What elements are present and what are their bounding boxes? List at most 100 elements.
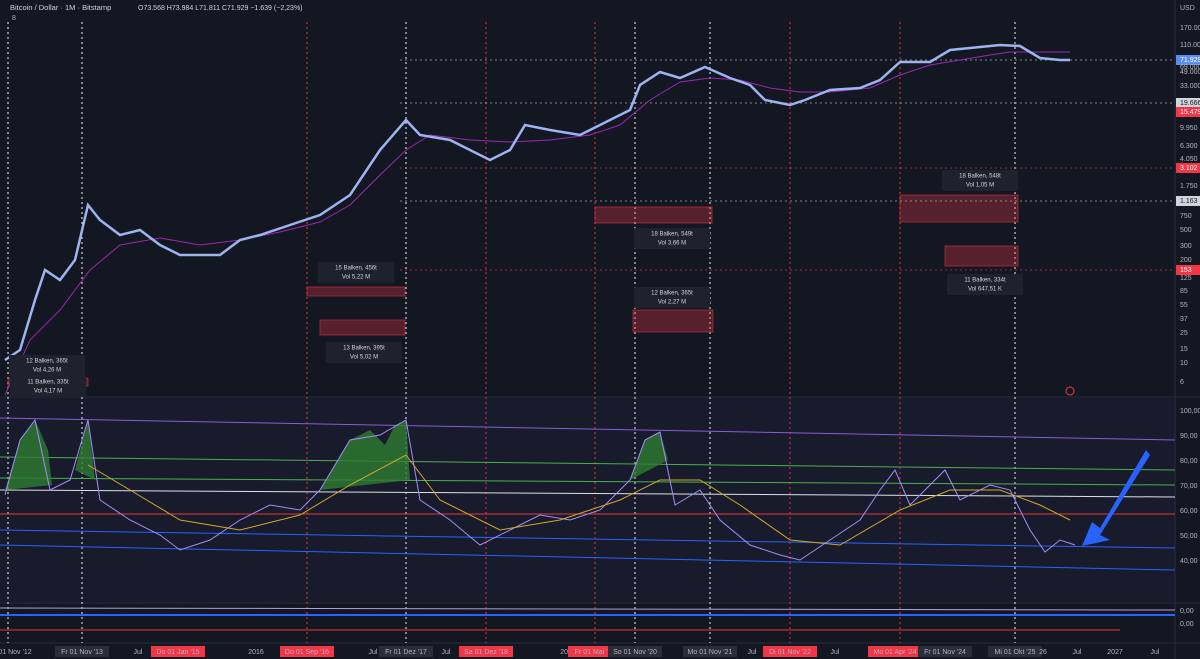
annotation-bars: 11 Balken, 334t — [964, 278, 1006, 284]
channel-line — [0, 417, 1176, 441]
price-label: 19.666 — [1180, 100, 1200, 107]
time-label: 26 — [1039, 649, 1047, 656]
price-label: 300 — [1180, 243, 1192, 250]
price-badge — [1176, 55, 1200, 65]
channel-line — [0, 477, 1176, 486]
time-badge — [868, 646, 922, 657]
price-label: 37 — [1180, 316, 1188, 323]
channel-line — [0, 489, 1176, 498]
rsi-average — [87, 454, 1071, 546]
time-badge — [683, 646, 737, 657]
price-label: 25 — [1180, 330, 1188, 337]
price-label: 49.000 — [1180, 69, 1200, 76]
time-label: Jul — [369, 649, 378, 656]
annotation-volume: Vol 1,05 M — [966, 183, 994, 189]
time-label: Mo 01 Nov '21 — [688, 649, 733, 656]
time-label: Jul — [831, 649, 840, 656]
oscillator-label: 90,00 — [1180, 433, 1198, 440]
time-label: Mo 01 Apr '24 — [874, 649, 917, 656]
price-label: 55 — [1180, 302, 1188, 309]
oscillator-label: 50,00 — [1180, 533, 1198, 540]
zone — [319, 319, 406, 336]
moving-average — [4, 51, 1070, 396]
time-label: Di 01 Nov '22 — [769, 649, 811, 656]
annotation-box — [942, 170, 1018, 191]
time-badge — [151, 646, 205, 657]
overbought-fill — [5, 420, 668, 490]
time-label: So 01 Nov '20 — [613, 649, 657, 656]
price-label: 85 — [1180, 288, 1188, 295]
time-label: 01 Nov '12 — [0, 649, 32, 656]
annotation-box — [318, 262, 394, 283]
annotation-volume: Vol 5,22 M — [342, 275, 370, 281]
oscillator-label: 70,00 — [1180, 483, 1198, 490]
oscillator-label: 40,00 — [1180, 558, 1198, 565]
currency[interactable]: USD — [1180, 5, 1195, 12]
price-label: 1.163 — [1180, 198, 1198, 205]
annotation-bars: 15 Balken, 456t — [335, 266, 377, 272]
zone — [594, 206, 713, 224]
time-label: Jul — [1151, 649, 1160, 656]
oscillator-label: 100,00 — [1180, 408, 1200, 415]
price-label: 125 — [1180, 275, 1192, 282]
annotation-volume: Vol 4,26 M — [33, 368, 61, 374]
price-label: 110.000 — [1180, 42, 1200, 49]
annotation-bars: 11 Balken, 335t — [27, 380, 69, 386]
channel-line — [0, 456, 1176, 471]
annotation-box — [947, 274, 1023, 295]
price-badge — [1176, 107, 1200, 117]
price-label: 153 — [1180, 267, 1192, 274]
time-label: Fr 01 Nov '13 — [61, 649, 103, 656]
alert-icon[interactable] — [1065, 386, 1075, 396]
ohlc-values: O73.568 H73.984 L71.811 C71.929 −1.639 (… — [138, 5, 303, 12]
price-label: 69.000 — [1180, 64, 1200, 71]
zone — [899, 194, 1019, 223]
symbol-title[interactable]: Bitcoin / Dollar · 1M · Bitstamp — [10, 3, 111, 12]
annotation-volume: Vol 647,51 K — [968, 287, 1002, 293]
price-label: 4.050 — [1180, 156, 1198, 163]
time-label: Jul — [748, 649, 757, 656]
price-label: 500 — [1180, 227, 1192, 234]
time-label: 2016 — [248, 649, 264, 656]
indicator-count[interactable]: 8 — [12, 15, 16, 22]
price-badge — [1176, 163, 1200, 173]
annotation-bars: 18 Balken, 549t — [651, 232, 693, 238]
price-label: 71.929 — [1180, 57, 1200, 64]
annotation-box — [326, 342, 402, 363]
annotation-volume: Vol 3,66 M — [658, 241, 686, 247]
time-label: Jul — [134, 649, 143, 656]
price-label: 15 — [1180, 346, 1188, 353]
price-label: 200 — [1180, 257, 1192, 264]
lower-label: 0,00 — [1180, 621, 1194, 628]
time-label: Sa 01 Dez '18 — [464, 649, 508, 656]
time-badge — [568, 646, 622, 657]
zone — [944, 245, 1019, 267]
time-label: Do 01 Sep '16 — [285, 649, 329, 656]
price-label: 750 — [1180, 213, 1192, 220]
time-label: Fr 01 Dez '17 — [385, 649, 427, 656]
time-badge — [918, 646, 972, 657]
time-badge — [763, 646, 817, 657]
zone — [632, 309, 714, 333]
rsi-line — [4, 418, 1076, 561]
price-label: 10 — [1180, 360, 1188, 367]
time-label: Fr 01 Mai '20 — [575, 649, 616, 656]
oscillator-label: 60,00 — [1180, 508, 1198, 515]
lower-label: 0,00 — [1180, 608, 1194, 615]
time-label: Fr 01 Nov '24 — [924, 649, 966, 656]
time-label: Do 01 Jan '15 — [157, 649, 200, 656]
annotation-volume: Vol 5,02 M — [350, 355, 378, 361]
time-label: Jul — [442, 649, 451, 656]
annotation-bars: 18 Balken, 548t — [959, 174, 1001, 180]
price-badge — [1176, 98, 1200, 108]
zone — [306, 286, 406, 297]
price-label: 170.000 — [1180, 25, 1200, 32]
lower-line — [0, 607, 1176, 611]
channel-line — [0, 544, 1176, 571]
annotation-box — [634, 287, 710, 308]
price-label: 9.950 — [1180, 125, 1198, 132]
oscillator-label: 80,00 — [1180, 458, 1198, 465]
time-badge — [55, 646, 109, 657]
time-label: Mi 01 Okt '25 — [994, 649, 1035, 656]
annotation-volume: Vol 2,27 M — [658, 300, 686, 306]
